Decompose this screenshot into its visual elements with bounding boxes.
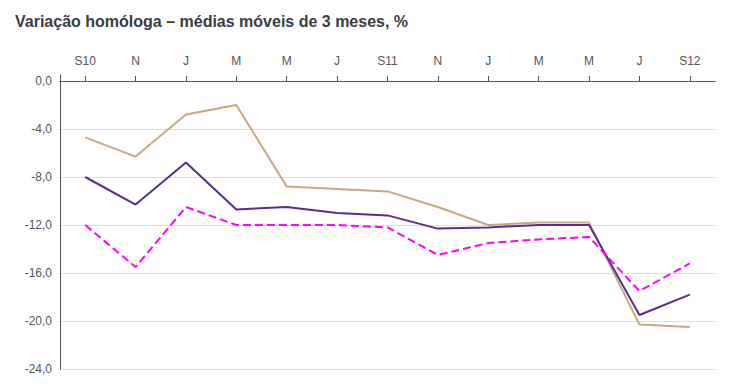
svg-text:N: N	[131, 54, 140, 68]
svg-text:S10: S10	[75, 54, 97, 68]
svg-text:-16,0: -16,0	[25, 266, 53, 280]
svg-text:0,0: 0,0	[35, 74, 52, 88]
svg-text:-4,0: -4,0	[31, 122, 52, 136]
svg-text:M: M	[584, 54, 594, 68]
svg-text:M: M	[534, 54, 544, 68]
svg-text:-8,0: -8,0	[31, 170, 52, 184]
svg-text:S12: S12	[679, 54, 701, 68]
svg-text:Variação homóloga – médias móv: Variação homóloga – médias móveis de 3 m…	[15, 13, 408, 30]
svg-text:J: J	[334, 54, 340, 68]
svg-text:M: M	[231, 54, 241, 68]
svg-text:S11: S11	[377, 54, 398, 68]
svg-text:J: J	[636, 54, 642, 68]
svg-text:M: M	[282, 54, 292, 68]
svg-text:-20,0: -20,0	[25, 314, 53, 328]
svg-text:-24,0: -24,0	[25, 362, 53, 376]
svg-text:J: J	[183, 54, 189, 68]
svg-text:J: J	[485, 54, 491, 68]
svg-text:N: N	[434, 54, 443, 68]
svg-text:-12,0: -12,0	[25, 218, 53, 232]
